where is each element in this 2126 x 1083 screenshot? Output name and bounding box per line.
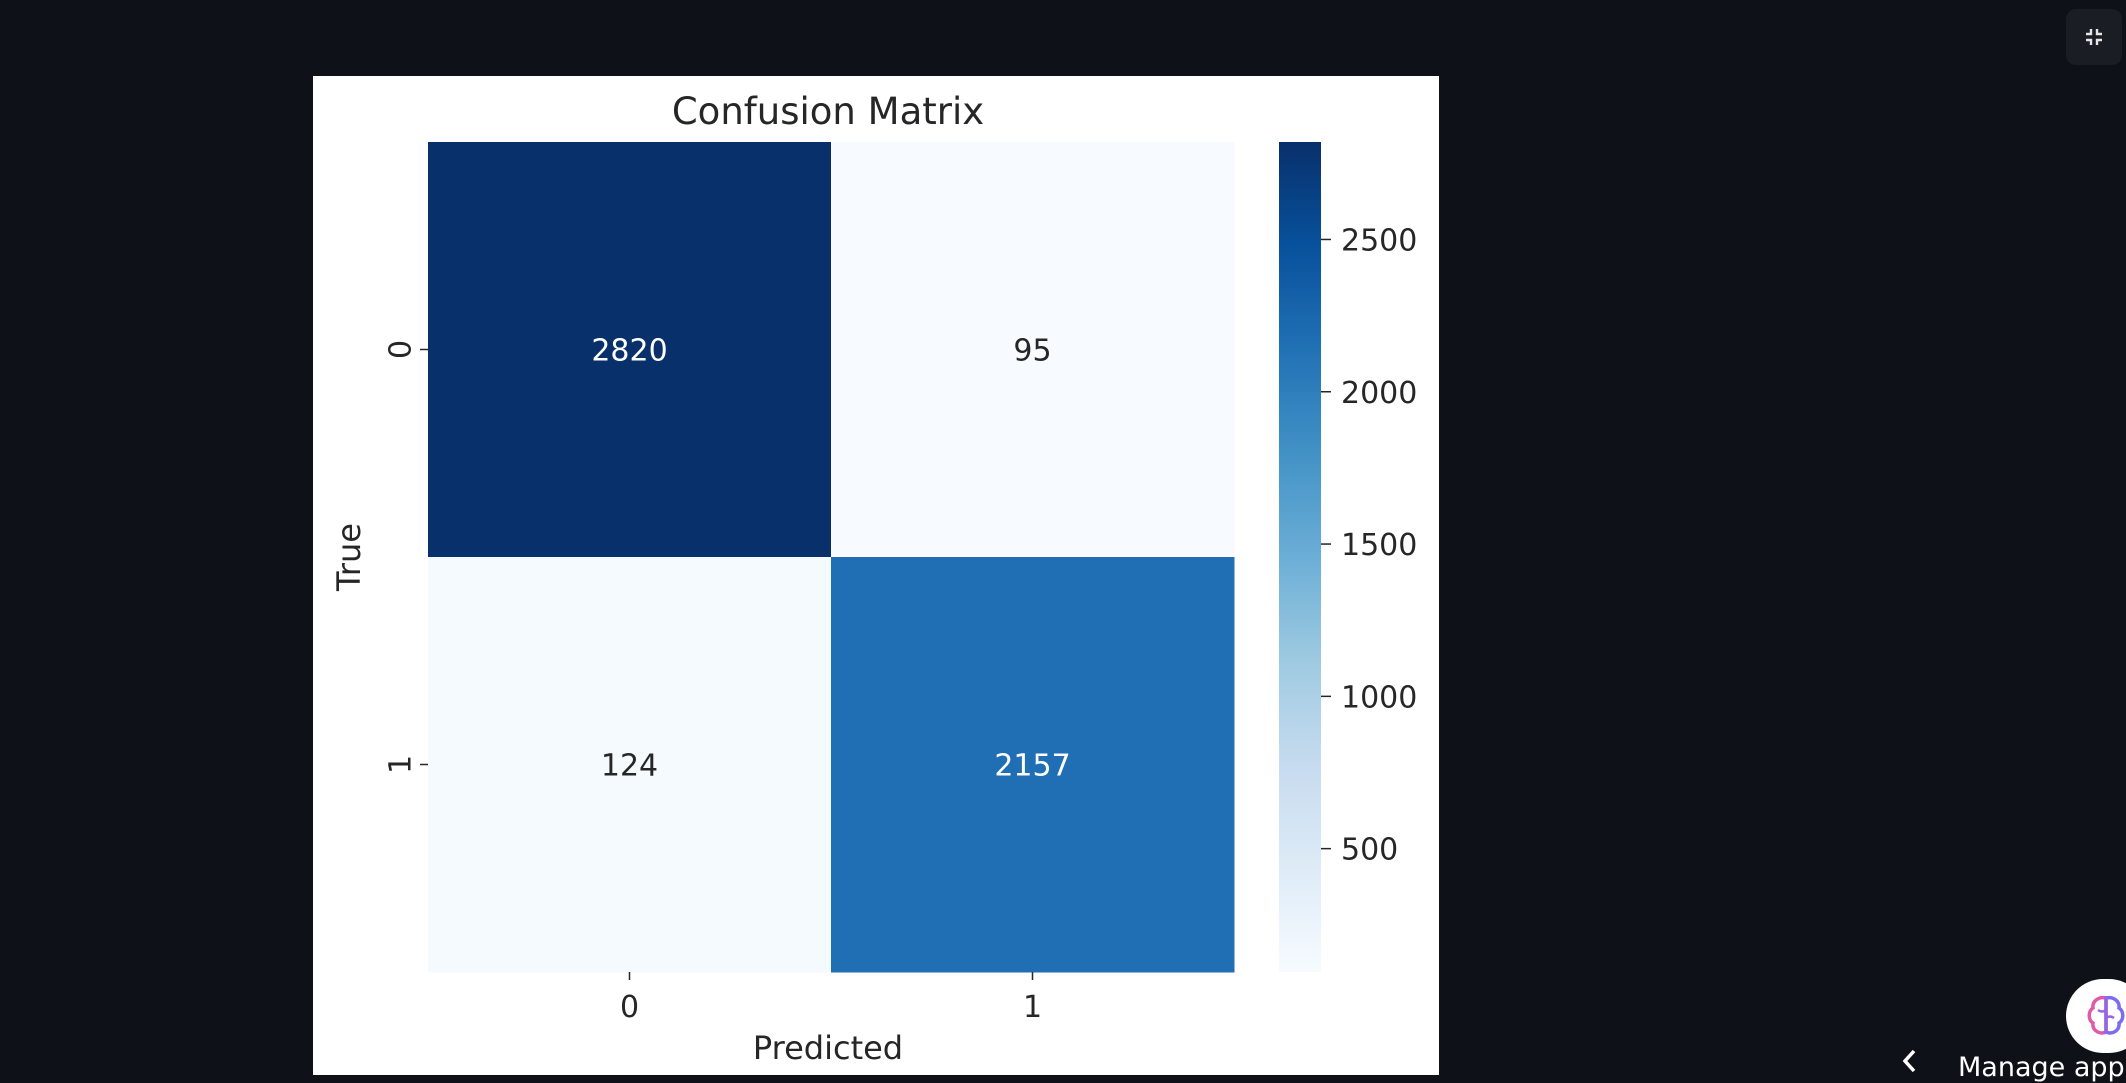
cell-value-label: 124 — [601, 749, 658, 784]
chart-figure: Confusion Matrix 2820 95 124 2157 0 1 0 1 Pre… — [313, 76, 1439, 1075]
cell-value-label: 2820 — [591, 334, 667, 369]
chevron-left-icon — [1902, 1049, 1916, 1073]
cell-value-label: 95 — [1013, 334, 1051, 369]
colorbar-tick-label: 2500 — [1341, 223, 1417, 258]
app-badge-button[interactable] — [2066, 979, 2126, 1053]
heatmap-cell — [428, 142, 832, 558]
y-axis-label: True — [330, 523, 368, 592]
x-tick-label: 1 — [1023, 990, 1042, 1025]
colorbar-tick-label: 1500 — [1341, 528, 1417, 563]
heatmap-cell — [428, 557, 832, 973]
exit-fullscreen-icon — [2086, 29, 2102, 45]
manage-app-label: Manage app — [1958, 1052, 2125, 1083]
heatmap-cell — [831, 557, 1235, 973]
colorbar-tick-label: 1000 — [1341, 680, 1417, 715]
cell-value-label: 2157 — [994, 749, 1070, 784]
chart-title: Confusion Matrix — [672, 90, 984, 133]
manage-app-button[interactable]: Manage app — [1880, 1040, 2126, 1083]
colorbar — [1279, 142, 1321, 972]
colorbar-tick-label: 500 — [1341, 833, 1398, 868]
x-axis-label: Predicted — [753, 1029, 903, 1067]
x-tick-label: 0 — [620, 990, 639, 1025]
exit-fullscreen-button[interactable] — [2066, 9, 2122, 65]
y-tick-label: 0 — [384, 340, 419, 359]
heatmap-cell — [831, 142, 1235, 558]
colorbar-tick-label: 2000 — [1341, 376, 1417, 411]
y-tick-label: 1 — [384, 755, 419, 774]
brain-icon — [2087, 995, 2125, 1035]
confusion-matrix-heatmap: Confusion Matrix 2820 95 124 2157 0 1 0 1 Pre… — [330, 90, 1417, 1067]
